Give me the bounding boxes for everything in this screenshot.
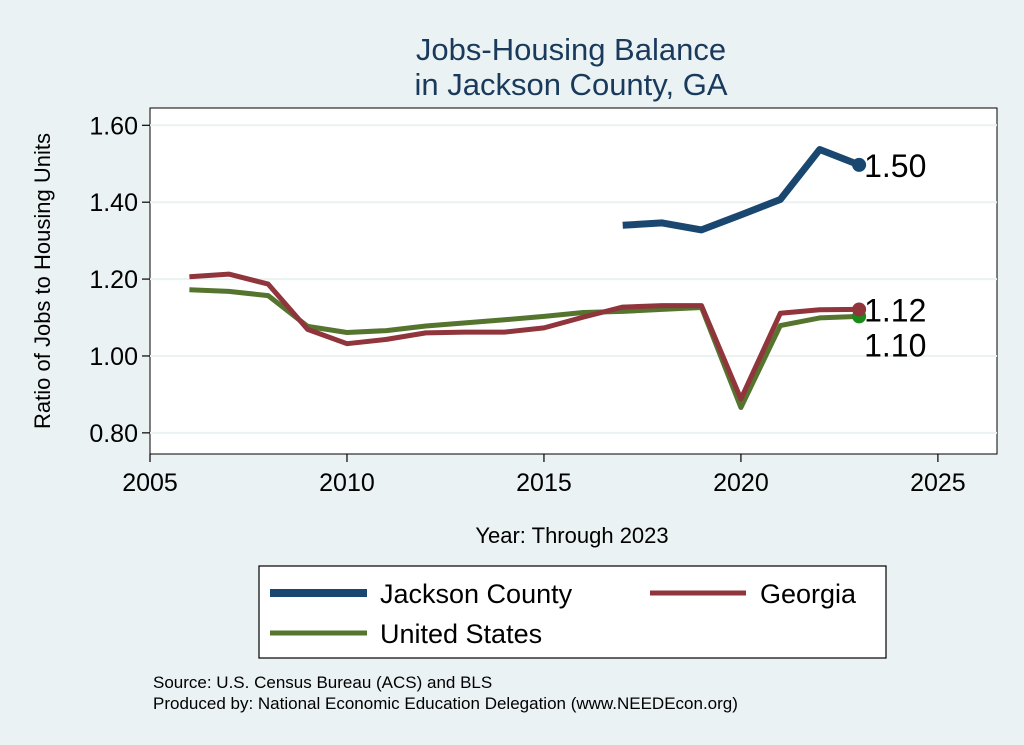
legend-label-jackson-county: Jackson County	[380, 579, 573, 609]
series-line-georgia	[189, 271, 860, 402]
legend-label-georgia: Georgia	[760, 579, 857, 609]
x-tick-label: 2025	[910, 469, 966, 497]
end-marker-jackson-county	[852, 157, 867, 172]
x-axis: 2005 2010 2015 2020 2025	[122, 454, 966, 497]
chart-title-line-1: Jobs-Housing Balance	[416, 32, 726, 67]
y-axis-label: Ratio of Jobs to Housing Units	[30, 133, 55, 429]
x-tick-label: 2005	[122, 469, 178, 497]
end-label-jackson-county: 1.50	[864, 148, 926, 184]
end-label-united-states: 1.10	[864, 327, 926, 363]
end-labels: 1.101.12 1.50	[864, 148, 926, 363]
producer-line: Produced by: National Economic Education…	[153, 694, 738, 713]
legend-box	[258, 565, 887, 659]
y-tick-label: 0.80	[89, 420, 138, 448]
y-tick-label: 1.00	[89, 343, 138, 371]
x-tick-label: 2020	[713, 469, 769, 497]
legend-label-united-states: United States	[380, 619, 542, 649]
x-tick-label: 2010	[319, 469, 375, 497]
y-tick-label: 1.60	[89, 112, 138, 140]
x-tick-label: 2015	[516, 469, 572, 497]
end-marker-georgia	[852, 302, 867, 317]
y-tick-label: 1.20	[89, 266, 138, 294]
x-axis-label: Year: Through 2023	[475, 523, 668, 548]
gridlines	[150, 124, 997, 434]
end-label-georgia: 1.12	[864, 292, 926, 328]
source-line: Source: U.S. Census Bureau (ACS) and BLS	[153, 673, 492, 692]
legend: Jackson County Georgia United States	[258, 565, 887, 659]
series-lines	[189, 146, 867, 410]
y-axis: 0.80 1.00 1.20 1.40 1.60	[89, 112, 150, 448]
y-tick-label: 1.40	[89, 189, 138, 217]
chart-title-line-2: in Jackson County, GA	[414, 67, 727, 102]
